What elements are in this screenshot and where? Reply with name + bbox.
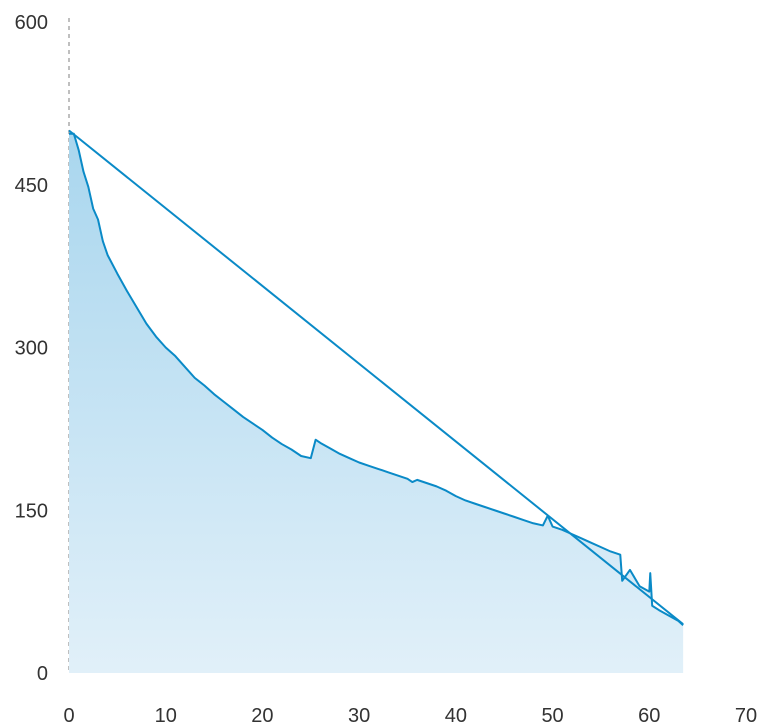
x-axis: 0 10 20 30 40 50 60 70: [63, 705, 757, 727]
y-axis: 0 150 300 450 600: [15, 12, 70, 685]
y-tick-label: 600: [15, 12, 48, 34]
y-tick-label: 150: [15, 500, 48, 522]
y-tick-label: 0: [37, 663, 48, 685]
y-tick-label: 450: [15, 175, 48, 197]
x-tick-label: 0: [63, 705, 74, 727]
x-tick-label: 70: [735, 705, 757, 727]
y-tick-label: 300: [15, 338, 48, 360]
linear-series-line: [68, 129, 684, 625]
plot-area: [68, 129, 684, 673]
x-tick-label: 10: [155, 705, 177, 727]
x-tick-label: 20: [251, 705, 273, 727]
area-fill: [69, 133, 684, 673]
area-series-line: [69, 132, 684, 627]
x-tick-label: 40: [445, 705, 467, 727]
x-tick-label: 60: [638, 705, 660, 727]
x-tick-label: 30: [348, 705, 370, 727]
x-tick-label: 50: [541, 705, 563, 727]
